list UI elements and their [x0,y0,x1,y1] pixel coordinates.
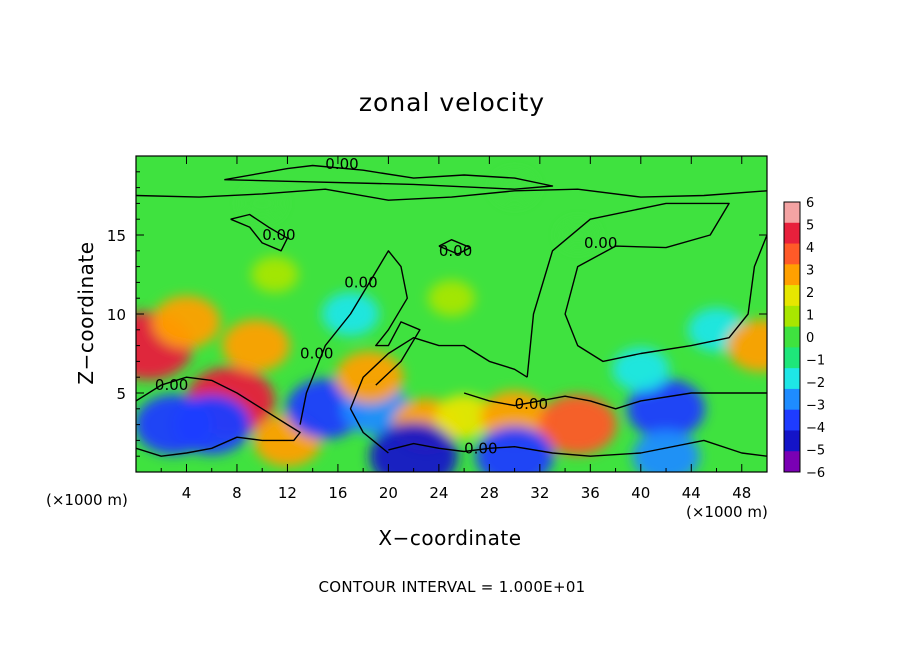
colorbar-swatch-10 [784,409,800,431]
x-tick-label-40: 40 [631,484,650,502]
colorbar-swatch-11 [784,430,800,452]
colorbar-swatch-7 [784,347,800,369]
contour-line-1 [224,164,554,190]
colorbar-swatch-5 [784,305,800,328]
x-tick-label-12: 12 [278,484,297,502]
field-sample-17 [726,319,767,372]
contour-line-7 [299,250,421,425]
x-tick-label-28: 28 [480,484,499,502]
x-axis: 4 8 12 16 20 24 28 32 36 40 44 48 [160,156,751,502]
contour-lines [136,164,767,457]
contour-line-8 [230,213,289,252]
colorbar-label-1: 1 [806,309,814,324]
field-sample-5 [172,394,251,455]
x-tick-label-16: 16 [328,484,347,502]
x-tick-label-8: 8 [232,484,242,502]
colorbar-swatch-1 [784,222,800,245]
colorbar-label-4: 4 [806,241,814,256]
field-sample-19 [251,256,299,293]
colorbar-swatch-6 [784,326,800,348]
colorbar-label--4: −4 [806,421,825,436]
colorbar-label--6: −6 [806,466,825,481]
contour-label-6: 0.00 [155,376,188,394]
colorbar-label--2: −2 [806,376,825,391]
colorbar-label--1: −1 [806,354,825,369]
contour-labels: 0.00 0.00 0.00 0.00 0.00 0.00 0.00 0.00 0.00 [155,155,617,457]
x-tick-label-44: 44 [682,484,701,502]
colorbar: 6 5 4 3 2 1 0 −1 −2 −3 −4 −5 −6 [783,196,825,481]
field-sample-24 [559,221,596,249]
x-tick-label-20: 20 [379,484,398,502]
field-sample-11 [435,394,493,439]
x-axis-label: X−coordinate [378,526,522,550]
field-sample-9 [335,351,404,404]
contour-label-5: 0.00 [464,439,497,457]
x-unit-label-left: (×1000 m) [46,491,128,509]
contour-line-3 [349,337,528,454]
colorbar-label--3: −3 [806,399,825,414]
field-sample-20 [369,422,458,472]
colorbar-swatch-0 [784,202,800,224]
contour-line-6 [136,376,301,457]
y-axis-label: Z−coordinate [74,241,98,385]
x-unit-label-right: (×1000 m) [686,503,768,521]
field-sample-15 [612,347,670,392]
colorbar-swatch-8 [784,368,800,390]
contour-label-4: 0.00 [515,395,548,413]
contour-label-2: 0.00 [584,234,617,252]
contour-interval-note: CONTOUR INTERVAL = 1.000E+01 [318,578,586,596]
field-sample-13 [538,394,617,455]
x-tick-label-32: 32 [530,484,549,502]
contour-line-5 [388,439,767,457]
y-tick-label-5: 5 [116,385,126,403]
chart-title: zonal velocity [358,88,546,117]
field-sample-22 [632,430,700,472]
contour-label-7: 0.00 [300,345,333,363]
x-tick-label-36: 36 [581,484,600,502]
field-sample-1 [152,295,221,348]
contour-line-9 [438,239,472,255]
y-tick-label-15: 15 [107,227,126,245]
y-tick-label-10: 10 [107,306,126,324]
field-sample-23 [428,280,475,317]
colorbar-label-0: 0 [806,331,814,346]
colorbar-label-2: 2 [806,286,814,301]
colorbar-swatch-12 [784,451,800,473]
colorbar-swatch-2 [784,243,800,265]
contour-label-8: 0.00 [262,226,295,244]
heatmap-field [136,156,767,472]
colorbar-label-6: 6 [806,196,814,211]
contour-line-4 [463,392,767,410]
contour-line-2 [526,202,767,378]
contour-label-9: 0.00 [439,242,472,260]
colorbar-swatch-4 [784,285,800,307]
contour-label-0: 0.00 [325,155,358,173]
field-sample-21 [475,426,554,472]
colorbar-label-3: 3 [806,264,814,279]
contour-line-0 [136,188,767,201]
colorbar-swatch-9 [784,388,800,411]
x-tick-label-48: 48 [732,484,751,502]
colorbar-label--5: −5 [806,444,825,459]
colorbar-swatch-3 [784,264,800,286]
contour-label-3: 0.00 [344,273,377,291]
field-sample-3 [222,319,290,372]
colorbar-frame [783,201,801,473]
x-tick-label-4: 4 [182,484,192,502]
field-sample-25 [241,187,283,220]
x-tick-label-24: 24 [429,484,448,502]
y-axis: 5 10 15 [107,171,767,457]
colorbar-label-5: 5 [806,219,814,234]
